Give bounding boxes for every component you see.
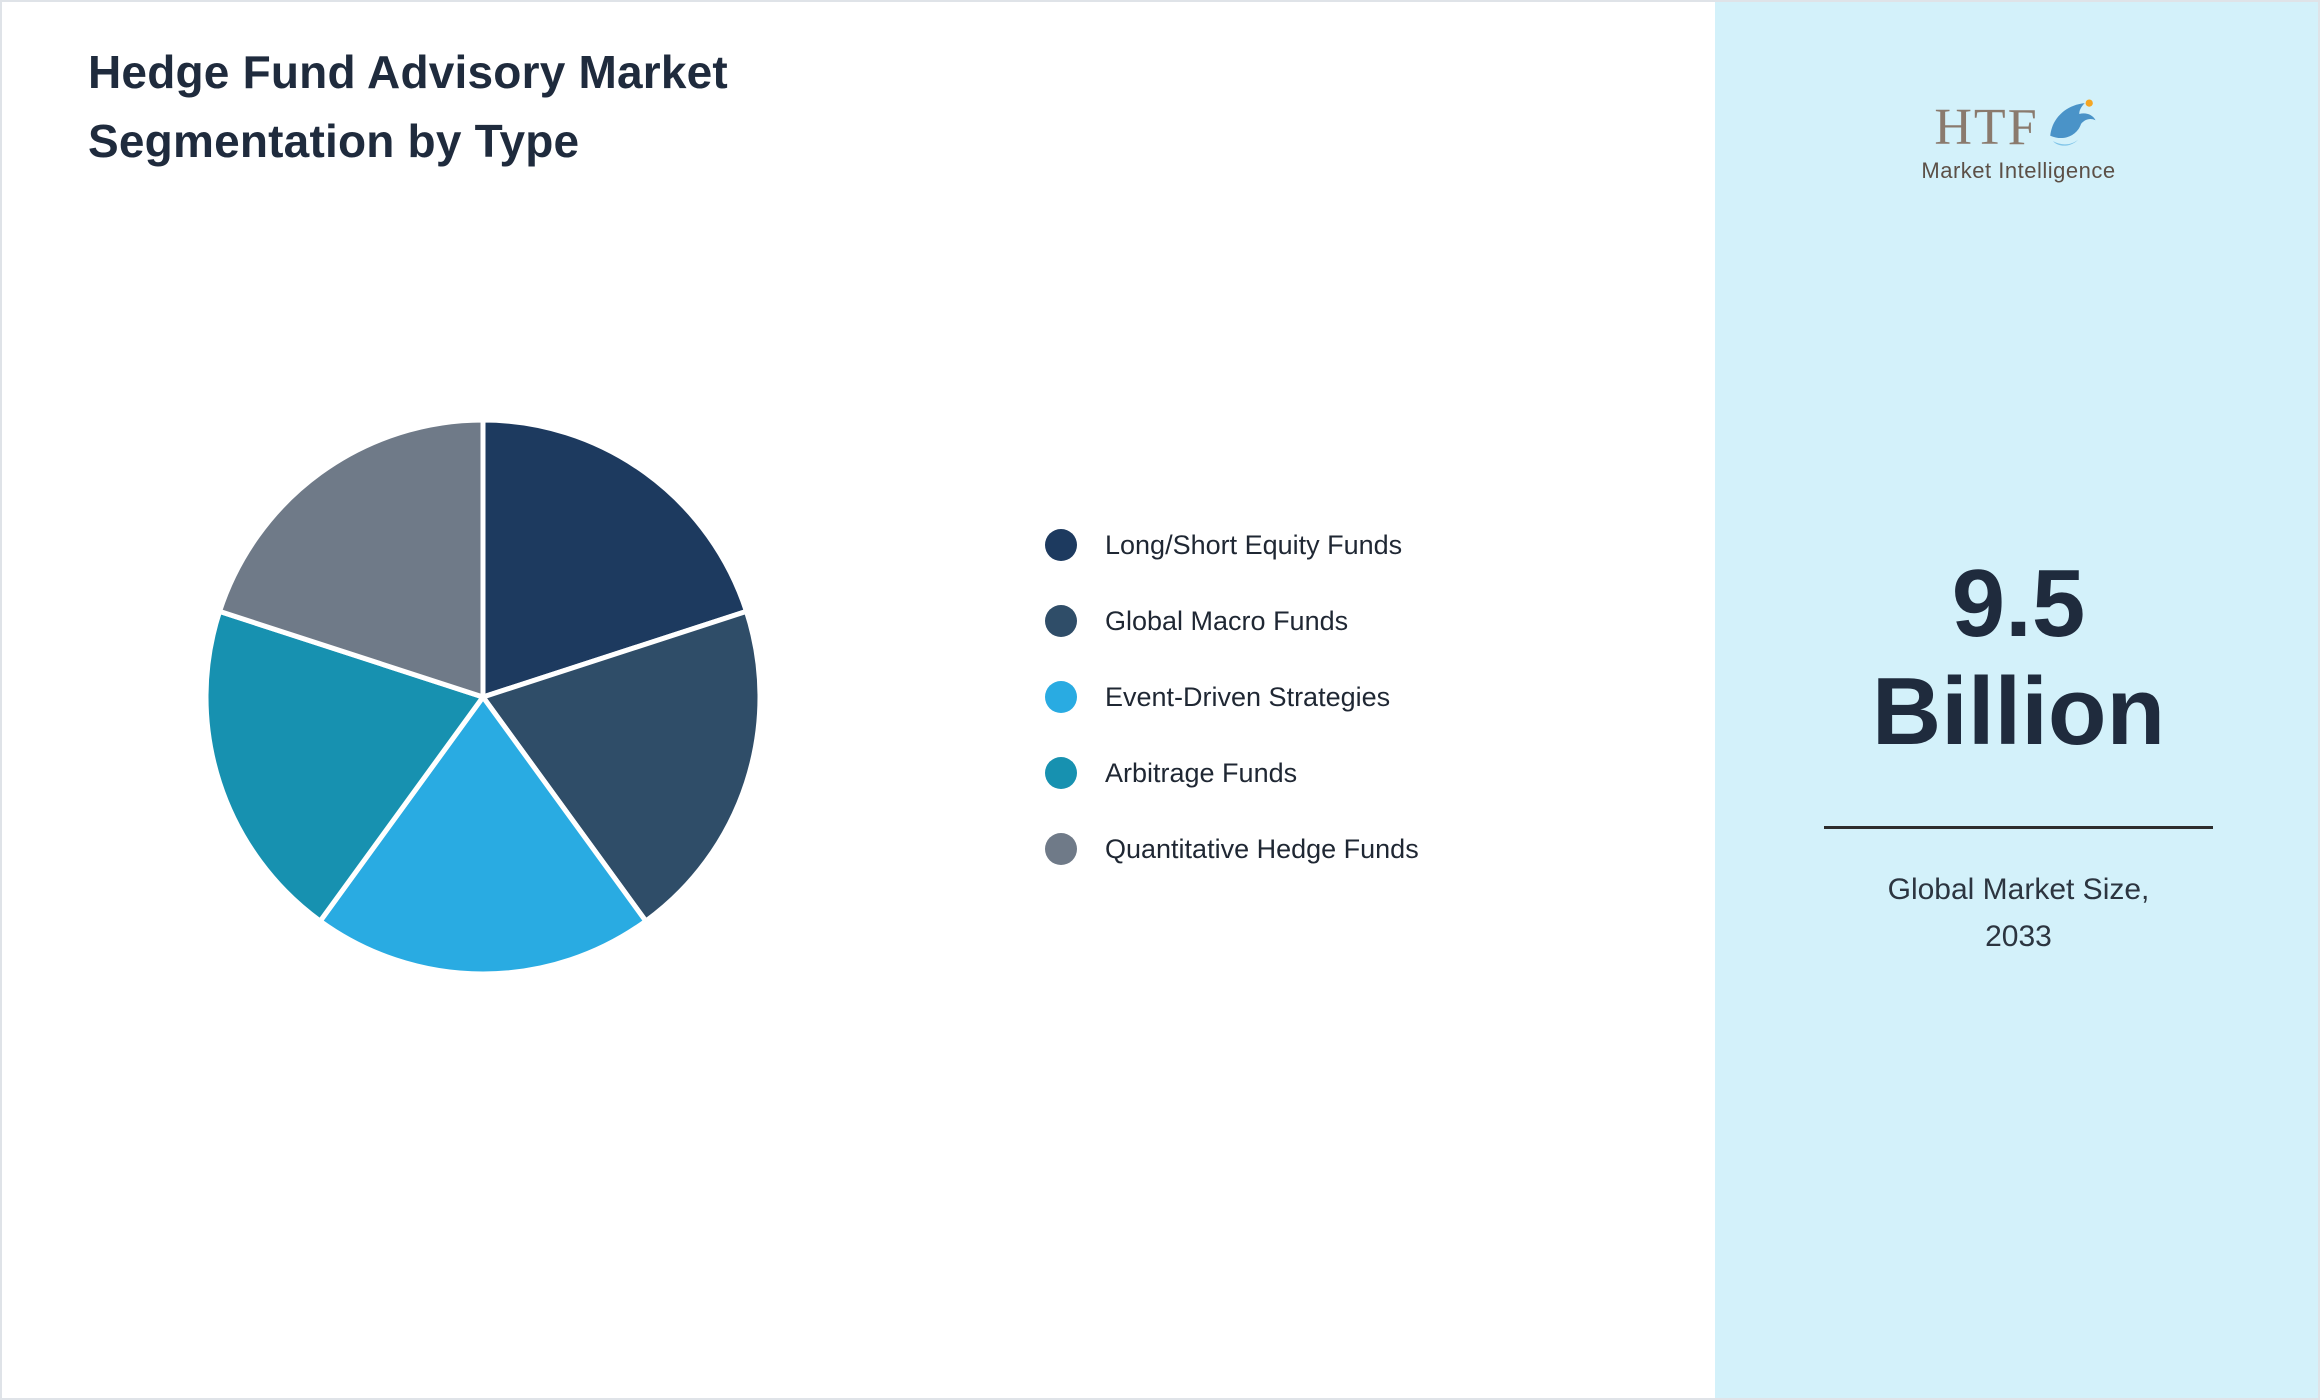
legend: Long/Short Equity Funds Global Macro Fun… [1045,523,1419,871]
market-size-block: 9.5 Billion Global Market Size, 2033 [1715,2,2318,1398]
page-title: Hedge Fund Advisory Market Segmentation b… [88,38,728,176]
legend-label: Global Macro Funds [1105,605,1349,636]
legend-swatch-long-short-equity [1045,529,1077,561]
pie-slice-3 [317,694,649,977]
legend-swatch-arbitrage [1045,757,1077,789]
pie-chart-container [203,417,763,977]
legend-label: Arbitrage Funds [1105,757,1298,788]
market-size-unit: Billion [1871,658,2166,765]
pie-slice-1 [480,417,749,700]
legend-swatch-quantitative [1045,833,1077,865]
legend-item: Quantitative Hedge Funds [1045,827,1419,871]
divider-line [1824,826,2213,829]
legend-item: Long/Short Equity Funds [1045,523,1419,567]
htf-logo-row: HTF [1715,94,2318,156]
caption-line2: 2033 [1985,920,2052,953]
legend-swatch-event-driven [1045,681,1077,713]
htf-logo: HTF Market Intelligence [1715,94,2318,184]
pie-slice-2 [480,608,763,924]
legend-item: Arbitrage Funds [1045,751,1419,795]
legend-item: Event-Driven Strategies [1045,675,1419,719]
legend-label: Event-Driven Strategies [1105,681,1391,712]
market-size-caption: Global Market Size, 2033 [1715,866,2318,960]
page-title-line1: Hedge Fund Advisory Market [88,46,728,98]
sidebar: HTF Market Intelligence 9.5 Billion Glob… [1715,2,2318,1398]
legend-label: Quantitative Hedge Funds [1105,833,1419,864]
page-title-line2: Segmentation by Type [88,115,580,167]
legend-swatch-global-macro [1045,605,1077,637]
pie-slice-5 [217,417,486,700]
pie-chart [203,417,763,977]
pie-slice-4 [203,608,486,924]
htf-logo-text: HTF [1934,99,2039,156]
legend-item: Global Macro Funds [1045,599,1419,643]
htf-logo-subtext: Market Intelligence [1921,158,2116,183]
legend-label: Long/Short Equity Funds [1105,529,1403,560]
dolphin-icon [2049,99,2096,146]
caption-line1: Global Market Size, [1887,873,2150,906]
chart-area: Hedge Fund Advisory Market Segmentation b… [2,2,1715,1398]
market-size-value: 9.5 [1951,550,2086,657]
